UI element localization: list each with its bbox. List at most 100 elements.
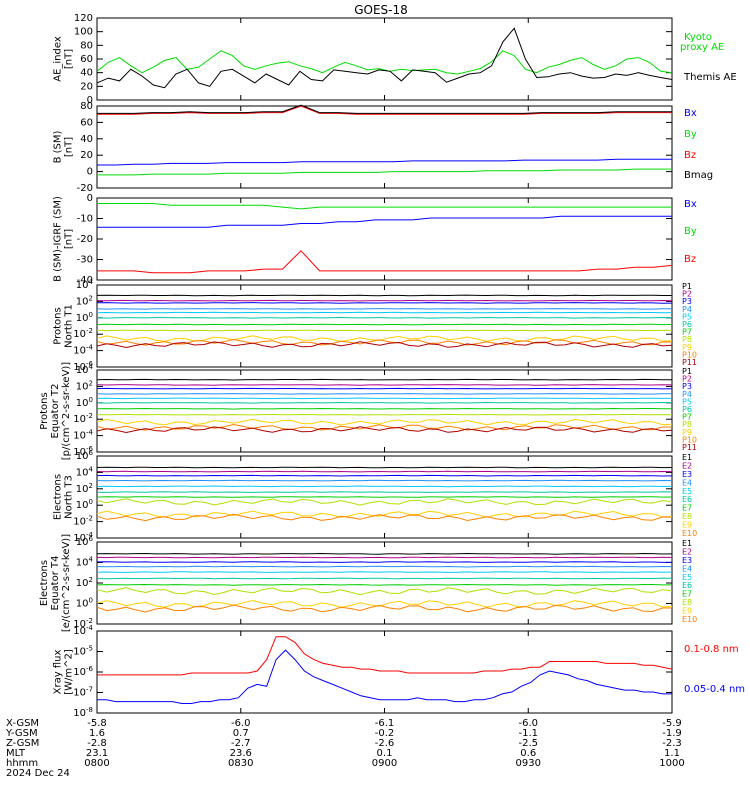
footer-value: 0.7 bbox=[233, 728, 249, 739]
legend-label: E10 bbox=[682, 529, 697, 538]
panel-frame-bigrf bbox=[96, 197, 673, 281]
legend-label: P5 bbox=[682, 397, 692, 406]
band-line bbox=[96, 397, 673, 400]
legend-label: By bbox=[684, 129, 697, 140]
footer-value: -2.6 bbox=[375, 738, 395, 749]
footer-row-label: X-GSM bbox=[6, 718, 39, 729]
y-tick-label: 106 bbox=[76, 535, 94, 548]
series-line-xray bbox=[97, 636, 673, 676]
footer-value: 23.6 bbox=[230, 748, 252, 759]
y-tick-label: 102 bbox=[76, 379, 93, 392]
y-tick-label: 102 bbox=[76, 482, 93, 495]
band-line bbox=[96, 561, 673, 563]
series-line-bz bbox=[97, 250, 673, 274]
band-line bbox=[96, 401, 673, 404]
band-line bbox=[96, 577, 673, 580]
footer-row-label: Y-GSM bbox=[5, 728, 38, 739]
panel-frame-xray bbox=[96, 630, 673, 714]
legend-label: P8 bbox=[682, 420, 692, 429]
y-tick-label: 10-2 bbox=[73, 515, 93, 528]
legend-label: E1 bbox=[682, 453, 692, 462]
footer-value: -6.0 bbox=[231, 718, 251, 729]
y-tick-label: 104 bbox=[76, 465, 94, 478]
plot-title: GOES-18 bbox=[354, 3, 408, 17]
band-line bbox=[96, 466, 673, 469]
panel-frame-ae bbox=[96, 17, 673, 101]
y-tick-label: 104 bbox=[76, 363, 94, 376]
band-line bbox=[96, 485, 673, 488]
legend-label: E8 bbox=[682, 512, 692, 521]
series-line-by bbox=[97, 168, 672, 176]
footer-value: -2.8 bbox=[87, 738, 107, 749]
y-tick-label: 40 bbox=[80, 68, 93, 79]
band-line bbox=[96, 604, 672, 613]
band-line bbox=[96, 587, 673, 596]
y-tick-label: -20 bbox=[77, 234, 93, 245]
legend-label: Bx bbox=[684, 108, 697, 119]
footer-row-label: MLT bbox=[6, 748, 26, 759]
footer-value: -1.9 bbox=[662, 728, 682, 739]
y-tick-label: -10 bbox=[77, 214, 93, 225]
band-line bbox=[96, 418, 673, 426]
y-tick-label: 0 bbox=[87, 167, 93, 178]
y-axis-label: [e/(cm^2-s-sr-keV)] bbox=[61, 534, 72, 632]
legend-label: E9 bbox=[682, 607, 692, 616]
footer-value: 0800 bbox=[84, 758, 109, 769]
y-tick-label: 40 bbox=[80, 134, 93, 145]
band-line bbox=[96, 384, 673, 386]
band-line bbox=[96, 335, 673, 343]
y-tick-label: 0 bbox=[87, 193, 93, 204]
legend-label: P10 bbox=[682, 350, 697, 359]
series-line-xray bbox=[97, 649, 672, 704]
y-tick-label: 10-4 bbox=[73, 429, 93, 442]
y-axis-label: Electrons bbox=[53, 474, 64, 520]
band-line bbox=[96, 311, 673, 314]
y-tick-label: 100 bbox=[76, 597, 93, 610]
band-line bbox=[96, 393, 672, 395]
band-line bbox=[96, 308, 672, 310]
legend-label: E10 bbox=[682, 615, 697, 624]
panel-frame-pn bbox=[96, 284, 673, 368]
band-line bbox=[96, 498, 673, 506]
y-tick-label: 10-7 bbox=[73, 686, 93, 699]
y-tick-label: 10-8 bbox=[73, 706, 93, 719]
y-tick-label: 10-6 bbox=[73, 445, 93, 458]
y-tick-label: 102 bbox=[76, 294, 93, 307]
footer-value: 0830 bbox=[228, 758, 253, 769]
series-line-kyoto-proxy-ae bbox=[96, 50, 673, 75]
legend-label: E6 bbox=[682, 581, 692, 590]
legend-label: E5 bbox=[682, 573, 692, 582]
y-axis-label: North T3 bbox=[64, 475, 75, 519]
legend-label: P2 bbox=[682, 375, 692, 384]
legend-label: E4 bbox=[682, 478, 692, 487]
y-tick-label: -20 bbox=[77, 183, 93, 194]
legend-label: Bz bbox=[684, 150, 696, 161]
legend-label: Themis AE bbox=[683, 72, 737, 83]
series-line-bx bbox=[97, 215, 672, 228]
legend-label: P10 bbox=[682, 435, 697, 444]
band-line bbox=[96, 387, 673, 390]
y-axis-label: AE_index bbox=[53, 36, 64, 82]
y-axis-label: North T1 bbox=[64, 304, 75, 348]
legend-label: P11 bbox=[682, 358, 697, 367]
y-tick-label: 104 bbox=[76, 278, 94, 291]
band-line bbox=[96, 302, 673, 304]
footer-value: -6.1 bbox=[375, 718, 395, 729]
legend-label: P9 bbox=[682, 343, 692, 352]
y-axis-label: Xray flux bbox=[53, 650, 64, 695]
footer-value: -5.9 bbox=[662, 718, 682, 729]
footer-value: 23.1 bbox=[86, 748, 108, 759]
legend-label: P6 bbox=[682, 405, 692, 414]
y-axis-label: B (SM) bbox=[53, 130, 64, 163]
y-axis-label: Protons bbox=[39, 392, 50, 429]
panel-frame-bsm bbox=[96, 105, 673, 189]
legend-label: E4 bbox=[682, 564, 692, 573]
series-line-by bbox=[97, 203, 672, 210]
series-line-bz bbox=[97, 105, 672, 115]
band-line bbox=[96, 571, 673, 573]
y-axis-label: [nT] bbox=[64, 49, 75, 69]
footer-row-label: Z-GSM bbox=[6, 738, 39, 749]
y-tick-label: 80 bbox=[80, 101, 93, 112]
